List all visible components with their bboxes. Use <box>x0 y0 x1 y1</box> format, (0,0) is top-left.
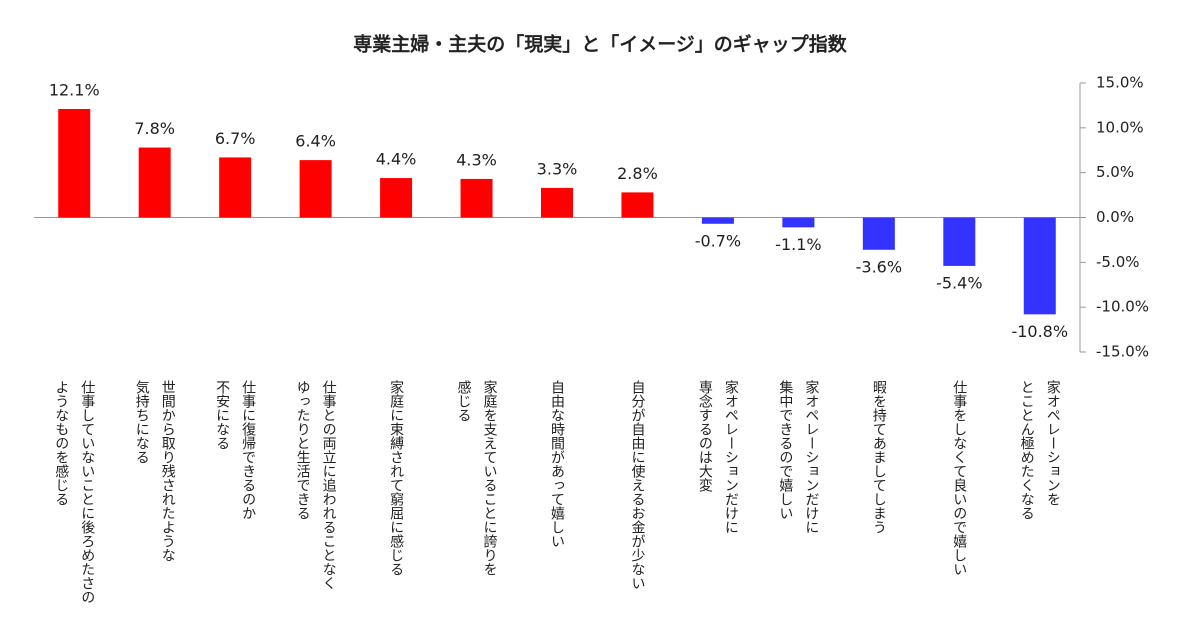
bar <box>1023 217 1056 315</box>
value-label: -5.4% <box>936 273 982 292</box>
x-tick-label: とことん極めたくなる <box>1019 380 1035 520</box>
x-tick-label: 家庭を支えていることに誇りを <box>482 379 498 576</box>
x-tick-label: 感じる <box>456 379 472 422</box>
y-tick-label: 0.0% <box>1096 208 1134 226</box>
bar <box>621 192 654 218</box>
x-tick-label: 暇を持てあましてしまう <box>871 380 887 534</box>
bar <box>862 217 895 250</box>
x-tick-label: 集中できるので嬉しい <box>777 379 793 520</box>
x-tick-label: 仕事をしなくて良いので嬉しい <box>951 380 967 576</box>
bar <box>219 157 252 218</box>
value-label: -0.7% <box>695 231 741 250</box>
x-tick-label: ゆったりと生活できる <box>295 380 311 520</box>
x-tick-label: 気持ちになる <box>134 380 150 464</box>
x-tick-label: 仕事との両立に追われることなく <box>321 380 337 590</box>
bar <box>943 217 976 266</box>
chart-title: 専業主婦・主夫の「現実」と「イメージ」のギャップ指数 <box>353 33 848 56</box>
value-label: 3.3% <box>537 159 578 178</box>
y-tick-label: -15.0% <box>1096 343 1149 361</box>
x-tick-label: 世間から取り残されたような <box>160 380 176 562</box>
bar <box>58 109 91 218</box>
value-label: 2.8% <box>617 164 658 183</box>
value-label: -1.1% <box>775 235 821 254</box>
x-tick-label: 不安になる <box>214 380 230 450</box>
value-label: -3.6% <box>856 257 902 276</box>
x-tick-label: 家オペレーションだけに <box>803 379 819 534</box>
value-label: -10.8% <box>1011 322 1068 341</box>
x-tick-label: 専念するのは大変 <box>697 380 713 492</box>
value-label: 6.7% <box>215 129 256 148</box>
bar <box>782 217 815 228</box>
value-label: 6.4% <box>295 132 336 151</box>
bar <box>299 160 332 218</box>
x-tick-label: ようなものを感じる <box>53 380 69 506</box>
value-label: 12.1% <box>49 81 100 100</box>
x-tick-label: 家オペレーションを <box>1045 379 1061 506</box>
x-tick-label: 仕事していないことに後ろめたさの <box>79 380 95 604</box>
x-tick-label: 家庭に束縛されて窮屈に感じる <box>388 379 404 576</box>
value-label: 7.8% <box>134 119 175 138</box>
bar <box>460 178 493 218</box>
bar <box>701 217 734 224</box>
x-tick-label: 自分が自由に使えるお金が少ない <box>629 380 645 590</box>
y-tick-label: -10.0% <box>1096 298 1149 316</box>
y-tick-label: -5.0% <box>1096 253 1140 271</box>
bar <box>138 147 171 218</box>
y-tick-label: 15.0% <box>1096 74 1144 92</box>
value-label: 4.3% <box>456 150 497 169</box>
bar <box>541 187 573 218</box>
value-label: 4.4% <box>376 150 417 169</box>
x-tick-label: 仕事に復帰できるのか <box>240 380 256 520</box>
bar <box>380 178 413 218</box>
x-tick-label: 自由な時間があって嬉しい <box>549 380 565 548</box>
y-tick-label: 5.0% <box>1096 163 1134 181</box>
y-tick-label: 10.0% <box>1096 118 1144 136</box>
x-tick-label: 家オペレーションだけに <box>723 379 739 534</box>
